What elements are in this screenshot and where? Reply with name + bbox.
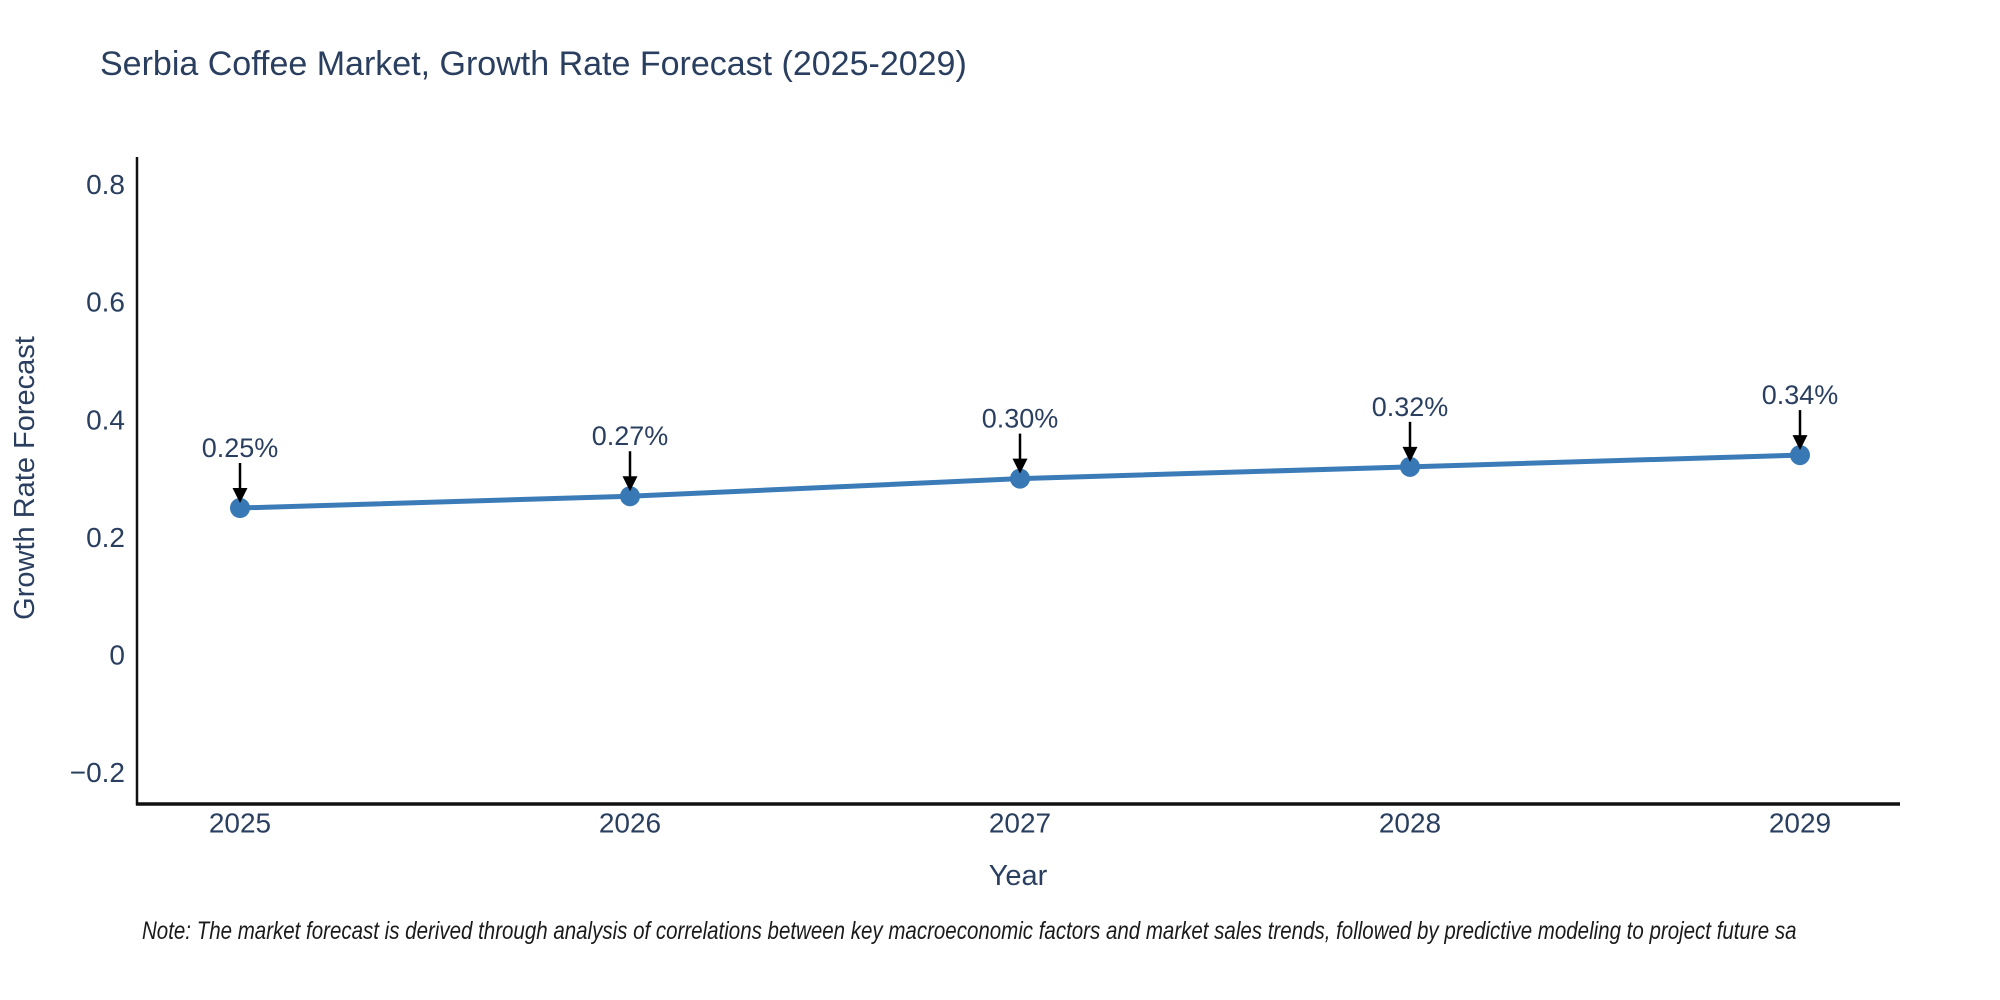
data-point-2026[interactable] <box>620 486 640 507</box>
annotation-arrowhead-icon <box>1012 458 1028 474</box>
chart-footnote: Note: The market forecast is derived thr… <box>142 917 1797 945</box>
annotation-arrowhead-icon <box>1402 446 1418 462</box>
x-axis-title: Year <box>989 860 1048 892</box>
annotation-label: 0.25% <box>202 433 279 463</box>
annotation-arrowhead-icon <box>232 488 248 503</box>
annotation-label: 0.27% <box>592 421 669 451</box>
x-tick-label: 2028 <box>1379 808 1441 839</box>
y-axis-title: Growth Rate Forecast <box>9 336 41 620</box>
y-tick-label: 0 <box>109 640 125 671</box>
data-point-2028[interactable] <box>1400 456 1420 477</box>
chart-title: Serbia Coffee Market, Growth Rate Foreca… <box>100 45 967 83</box>
x-tick-label: 2026 <box>599 808 661 839</box>
annotation-label: 0.34% <box>1762 380 1839 410</box>
data-point-2027[interactable] <box>1010 468 1030 489</box>
y-tick-label: −0.2 <box>70 757 125 788</box>
annotation-label: 0.32% <box>1372 392 1449 422</box>
data-point-2025[interactable] <box>230 498 250 518</box>
annotation-arrowhead-icon <box>622 476 638 492</box>
y-tick-label: 0.8 <box>86 169 125 200</box>
y-tick-label: 0.6 <box>86 287 125 318</box>
y-tick-label: 0.4 <box>86 404 125 435</box>
x-tick-label: 2025 <box>209 808 271 839</box>
y-tick-label: 0.2 <box>86 522 125 553</box>
x-tick-label: 2029 <box>1769 808 1831 839</box>
annotation-arrowhead-icon <box>1792 435 1808 451</box>
x-tick-label: 2027 <box>989 808 1051 839</box>
annotation-label: 0.30% <box>982 404 1059 434</box>
data-point-2029[interactable] <box>1790 445 1810 466</box>
